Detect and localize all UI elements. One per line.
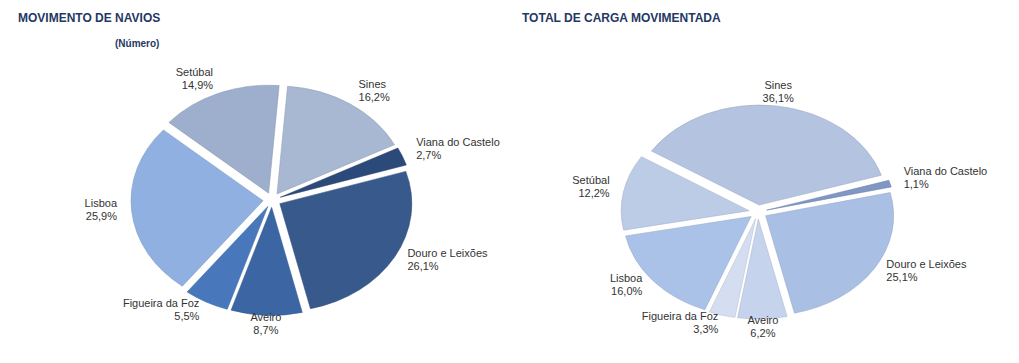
slice-name: Setúbal: [176, 66, 213, 78]
slice-name: Sines: [359, 78, 387, 90]
data-label-group: Sines16,2%: [359, 78, 390, 103]
slice-name: Douro e Leixões: [407, 247, 488, 259]
slices: [131, 85, 412, 315]
slice-name: Aveiro: [250, 311, 281, 323]
slice-name: Lisboa: [610, 272, 643, 284]
chart-subtitle: (Número): [115, 38, 159, 49]
chart-title: TOTAL DE CARGA MOVIMENTADA: [522, 11, 721, 25]
slice-name: Sines: [764, 79, 792, 91]
data-label: 26,1%: [407, 260, 438, 272]
data-label-group: Setúbal14,9%: [176, 66, 214, 91]
data-label: 2,7%: [416, 149, 441, 161]
chart-title: MOVIMENTO DE NAVIOS: [18, 11, 160, 25]
data-label-group: Viana do Castelo2,7%: [416, 136, 500, 161]
slices: [621, 105, 893, 319]
data-label: 36,1%: [763, 92, 794, 104]
data-label: 25,9%: [86, 210, 117, 222]
pie-slice: [766, 193, 894, 314]
data-label-group: Lisboa16,0%: [610, 272, 643, 297]
data-label: 8,7%: [253, 324, 278, 336]
slice-name: Viana do Castelo: [416, 136, 500, 148]
slice-name: Aveiro: [747, 314, 778, 326]
data-label: 3,3%: [693, 323, 718, 335]
slice-name: Viana do Castelo: [904, 165, 988, 177]
slice-name: Figueira da Foz: [642, 310, 718, 322]
slice-name: Lisboa: [85, 197, 118, 209]
pie-slice: [626, 217, 752, 310]
data-label: 6,2%: [750, 327, 775, 339]
data-label-group: Lisboa25,9%: [85, 197, 118, 222]
data-label: 5,5%: [174, 310, 199, 322]
pie-chart: MOVIMENTO DE NAVIOS (Número) Sines16,2% Via…: [18, 11, 500, 336]
data-label-group: Aveiro8,7%: [250, 311, 281, 336]
data-label-group: Figueira da Foz5,5%: [123, 297, 200, 322]
data-label-group: Viana do Castelo1,1%: [904, 165, 988, 190]
data-label: 14,9%: [182, 79, 213, 91]
pie-chart: TOTAL DE CARGA MOVIMENTADA Sines36,1% Vian…: [522, 11, 987, 339]
pie-slice: [280, 171, 412, 308]
data-label-group: Aveiro6,2%: [747, 314, 778, 339]
data-label-group: Setúbal12,2%: [572, 174, 610, 199]
chart-canvas: MOVIMENTO DE NAVIOS(Número)Sines16,2%Via…: [0, 0, 1019, 363]
pie-slice: [621, 157, 749, 230]
data-label-group: Figueira da Foz3,3%: [642, 310, 719, 335]
data-label: 16,2%: [359, 91, 390, 103]
slice-name: Setúbal: [572, 174, 609, 186]
slice-name: Figueira da Foz: [123, 297, 199, 309]
data-label-group: Douro e Leixões25,1%: [886, 258, 967, 283]
data-label: 25,1%: [886, 271, 917, 283]
data-label-group: Douro e Leixões26,1%: [407, 247, 488, 272]
slice-name: Douro e Leixões: [886, 258, 967, 270]
pie-slice: [169, 85, 279, 193]
data-label: 12,2%: [578, 187, 609, 199]
data-label-group: Sines36,1%: [763, 79, 794, 104]
data-label: 16,0%: [611, 285, 642, 297]
data-label: 1,1%: [904, 178, 929, 190]
